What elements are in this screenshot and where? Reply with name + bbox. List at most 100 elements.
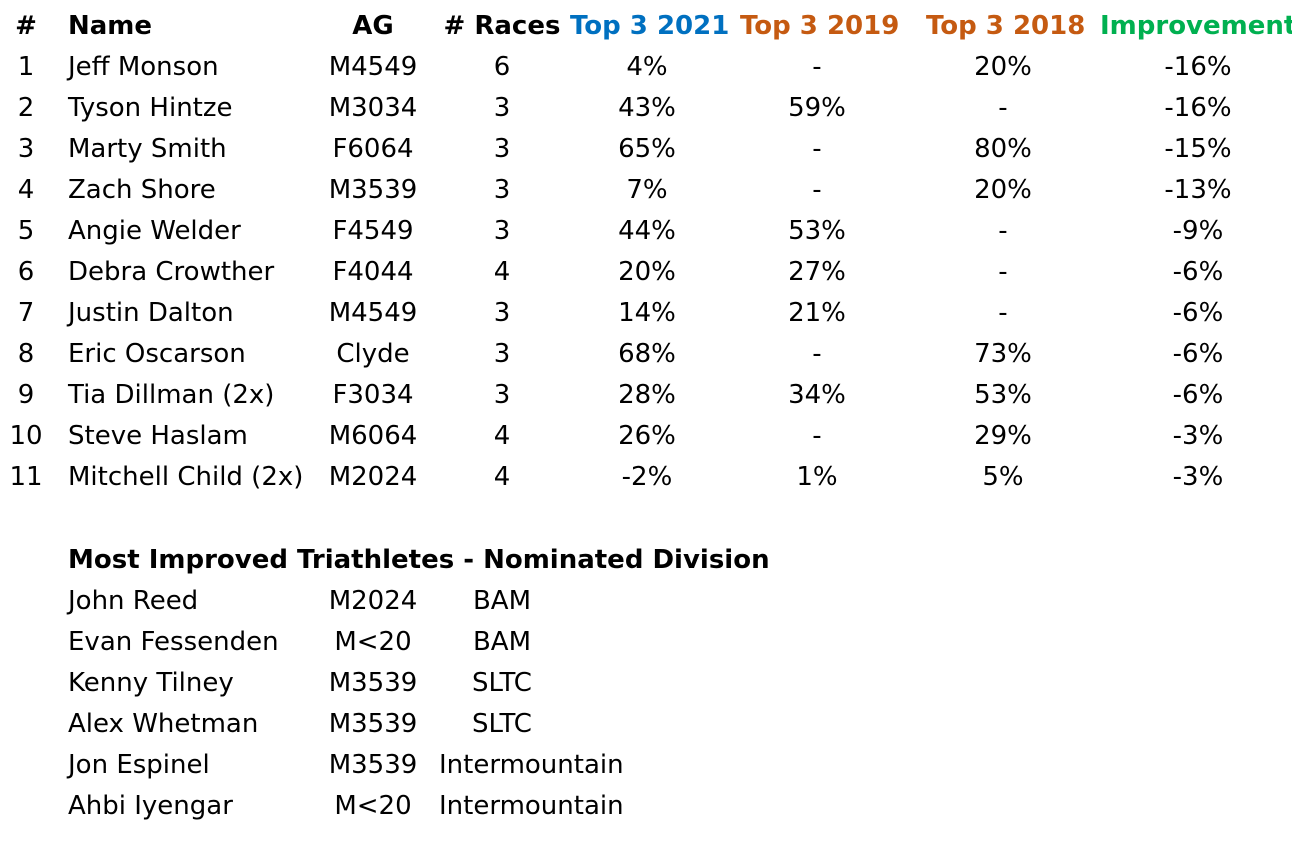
nominee-division: BAM	[472, 586, 532, 616]
row-races: 4	[493, 421, 511, 451]
row-name: Zach Shore	[68, 175, 216, 205]
nominee-division: Intermountain	[439, 791, 624, 821]
row-rank: 9	[17, 380, 35, 410]
row-name: Jeff Monson	[68, 52, 219, 82]
row-top3-2019: 21%	[788, 298, 846, 328]
header-improvement: Improvement	[1100, 11, 1292, 41]
header-races: # Races	[443, 11, 561, 41]
row-improvement: -6%	[1172, 380, 1224, 410]
row-races: 3	[493, 216, 511, 246]
row-races: 3	[493, 134, 511, 164]
row-rank: 3	[17, 134, 35, 164]
row-rank: 2	[17, 93, 35, 123]
row-top3-2018: 80%	[974, 134, 1032, 164]
row-rank: 6	[17, 257, 35, 287]
row-rank: 5	[17, 216, 35, 246]
row-age-group: M4549	[328, 52, 418, 82]
row-top3-2018: -	[998, 216, 1008, 246]
row-top3-2021: 14%	[618, 298, 676, 328]
row-name: Justin Dalton	[68, 298, 234, 328]
row-top3-2019: -	[812, 52, 822, 82]
nominee-name: Ahbi Iyengar	[68, 791, 233, 821]
row-age-group: M3034	[328, 93, 418, 123]
row-top3-2018: 20%	[974, 175, 1032, 205]
row-top3-2019: 53%	[788, 216, 846, 246]
nominated-section-title: Most Improved Triathletes - Nominated Di…	[68, 545, 770, 575]
row-top3-2019: 34%	[788, 380, 846, 410]
nominee-name: John Reed	[68, 586, 199, 616]
row-age-group: F4549	[332, 216, 414, 246]
nominee-age-group: M<20	[334, 791, 412, 821]
row-top3-2021: 44%	[618, 216, 676, 246]
row-top3-2021: -2%	[621, 462, 673, 492]
row-top3-2021: 65%	[618, 134, 676, 164]
row-top3-2019: 1%	[796, 462, 838, 492]
row-improvement: -6%	[1172, 339, 1224, 369]
row-races: 4	[493, 257, 511, 287]
row-age-group: F6064	[332, 134, 414, 164]
row-age-group: M6064	[328, 421, 418, 451]
row-races: 3	[493, 380, 511, 410]
row-top3-2021: 43%	[618, 93, 676, 123]
row-races: 4	[493, 462, 511, 492]
header-top3-2019: Top 3 2019	[740, 11, 900, 41]
row-top3-2018: 73%	[974, 339, 1032, 369]
nominee-name: Kenny Tilney	[68, 668, 234, 698]
row-top3-2019: -	[812, 175, 822, 205]
row-races: 3	[493, 339, 511, 369]
nominee-age-group: M3539	[328, 668, 418, 698]
row-age-group: M4549	[328, 298, 418, 328]
row-top3-2021: 4%	[626, 52, 668, 82]
row-top3-2018: 53%	[974, 380, 1032, 410]
row-top3-2021: 26%	[618, 421, 676, 451]
nominee-age-group: M3539	[328, 709, 418, 739]
row-top3-2019: 59%	[788, 93, 846, 123]
nominee-name: Jon Espinel	[68, 750, 210, 780]
nominee-age-group: M3539	[328, 750, 418, 780]
header-num: #	[15, 11, 37, 41]
row-top3-2021: 68%	[618, 339, 676, 369]
row-races: 3	[493, 298, 511, 328]
row-name: Debra Crowther	[68, 257, 275, 287]
row-top3-2018: 29%	[974, 421, 1032, 451]
row-top3-2021: 7%	[626, 175, 668, 205]
row-name: Angie Welder	[68, 216, 241, 246]
nominee-division: SLTC	[472, 668, 532, 698]
row-top3-2019: -	[812, 339, 822, 369]
row-races: 3	[493, 175, 511, 205]
row-top3-2019: -	[812, 421, 822, 451]
nominee-division: Intermountain	[439, 750, 624, 780]
nominee-name: Evan Fessenden	[68, 627, 279, 657]
row-top3-2018: 20%	[974, 52, 1032, 82]
row-improvement: -3%	[1172, 462, 1224, 492]
row-improvement: -16%	[1164, 93, 1232, 123]
row-rank: 10	[9, 421, 43, 451]
row-races: 6	[493, 52, 511, 82]
header-top3-2021: Top 3 2021	[570, 11, 730, 41]
row-name: Tyson Hintze	[68, 93, 233, 123]
row-improvement: -13%	[1164, 175, 1232, 205]
nominee-name: Alex Whetman	[68, 709, 259, 739]
row-age-group: M3539	[328, 175, 418, 205]
row-improvement: -16%	[1164, 52, 1232, 82]
row-improvement: -6%	[1172, 298, 1224, 328]
row-name: Tia Dillman (2x)	[68, 380, 275, 410]
row-top3-2021: 20%	[618, 257, 676, 287]
row-age-group: M2024	[328, 462, 418, 492]
row-name: Mitchell Child (2x)	[68, 462, 304, 492]
nominee-age-group: M2024	[328, 586, 418, 616]
row-age-group: F4044	[332, 257, 414, 287]
row-age-group: Clyde	[336, 339, 410, 369]
row-races: 3	[493, 93, 511, 123]
row-top3-2021: 28%	[618, 380, 676, 410]
nominee-division: BAM	[472, 627, 532, 657]
row-name: Eric Oscarson	[68, 339, 246, 369]
row-rank: 11	[9, 462, 43, 492]
row-rank: 8	[17, 339, 35, 369]
nominee-age-group: M<20	[334, 627, 412, 657]
row-improvement: -6%	[1172, 257, 1224, 287]
row-top3-2018: 5%	[982, 462, 1024, 492]
row-name: Marty Smith	[68, 134, 227, 164]
row-improvement: -3%	[1172, 421, 1224, 451]
row-top3-2018: -	[998, 257, 1008, 287]
